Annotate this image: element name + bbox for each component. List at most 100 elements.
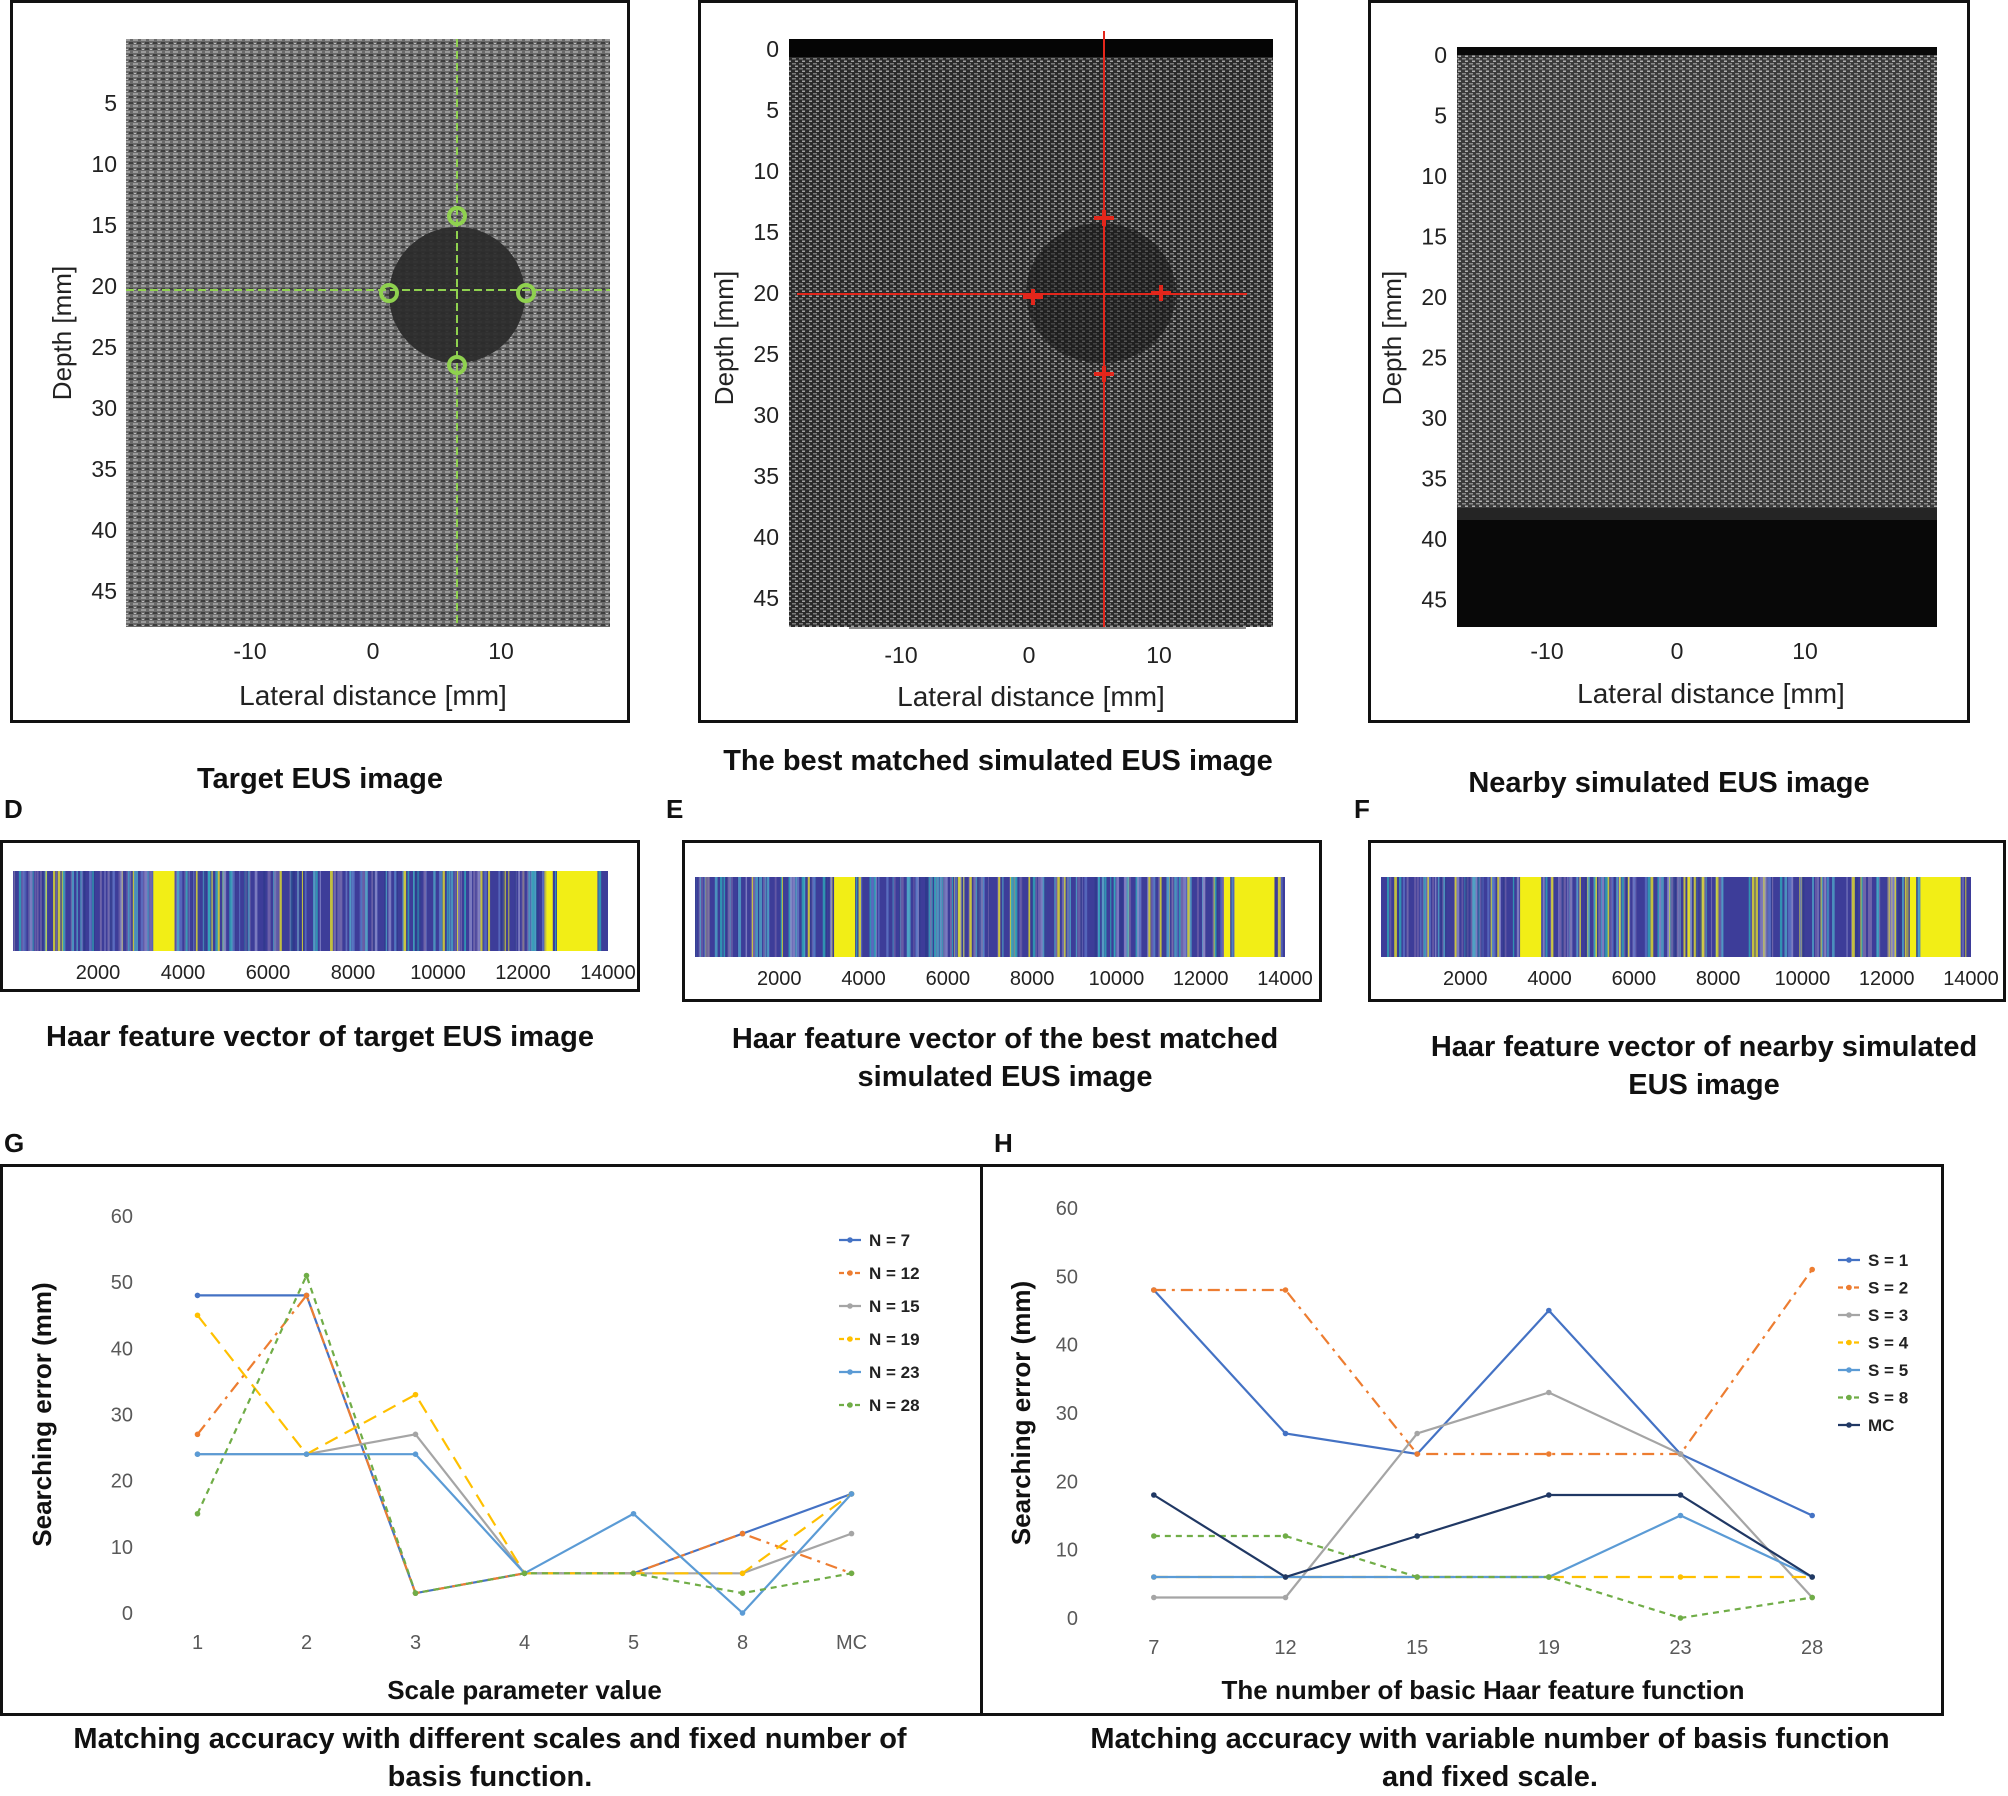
panel-f-frame: 2000 4000 6000 8000 10000 12000 14000	[1368, 840, 2006, 1002]
panel-letter-e: E	[666, 794, 684, 824]
data-point-h	[1809, 1594, 1815, 1601]
haar-peak-1	[1520, 877, 1542, 957]
data-point-h	[1151, 1287, 1157, 1293]
panel-letter-f: F	[1354, 794, 1370, 824]
y-tick-c: 15	[1421, 224, 1447, 250]
legend-label-h: S = 8	[1868, 1389, 1908, 1408]
series-line-g-5	[196, 1272, 852, 1595]
x-axis-label-a: Lateral distance [mm]	[239, 680, 507, 711]
eus-nearby-figure: 0 5 10 15 20 25 30 35 40 45 -10 0 10 Depth [mm] Lat…	[1377, 42, 1937, 709]
panel-h-frame: 0 10 20 30 40 50 60 7 12 15 19 23 28 The number of ba…	[980, 1164, 1944, 1716]
haar-x-tick-d: 2000	[76, 962, 121, 984]
haar-x-tick-d: 12000	[495, 962, 551, 984]
legend-label-h: S = 1	[1868, 1251, 1908, 1270]
series-line-g-4	[197, 1453, 853, 1615]
data-point-h	[1546, 1451, 1552, 1457]
y-tick-a: 10	[91, 151, 117, 177]
haar-peak-1	[834, 877, 856, 957]
y-axis-label-g: Searching error (mm)	[27, 1282, 57, 1546]
haar-vector-target: 2000 4000 6000 8000 10000 12000 14000	[13, 871, 636, 984]
y-tick-a: 20	[91, 273, 117, 299]
y-tick-c: 20	[1421, 284, 1447, 310]
markers-b	[1023, 210, 1171, 382]
series-line-h-0	[1153, 1289, 1813, 1517]
caption-c: Nearby simulated EUS image	[1468, 767, 1870, 799]
haar-x-tick-e: 6000	[926, 968, 971, 990]
haar-x-tick-f: 8000	[1696, 968, 1741, 990]
data-point-g	[194, 1510, 201, 1517]
data-point-g	[630, 1510, 637, 1517]
haar-vector-nearby: 2000 4000 6000 8000 10000 12000 14000	[1381, 877, 1999, 990]
y-tick-h: 10	[1056, 1540, 1078, 1562]
haar-x-tick-e: 10000	[1089, 968, 1145, 990]
x-tick-g: 4	[519, 1632, 530, 1654]
data-point-g	[739, 1570, 746, 1577]
data-point-h	[1282, 1287, 1289, 1293]
panel-letter-h: H	[994, 1128, 1013, 1158]
panel-e-frame: 2000 4000 6000 8000 10000 12000 14000	[682, 840, 1322, 1002]
data-point-g	[412, 1391, 419, 1398]
x-tick-c: 10	[1792, 638, 1818, 664]
y-axis-label-h: Searching error (mm)	[1006, 1281, 1036, 1545]
legend-label-h: S = 3	[1868, 1306, 1908, 1325]
haar-x-tick-d: 6000	[246, 962, 291, 984]
x-tick-g: 8	[737, 1632, 748, 1654]
data-point-g	[194, 1312, 201, 1319]
data-point-g	[521, 1570, 528, 1577]
eus-best-match-figure: 0 5 10 15 20 25 30 35 40 45 -10 0 10 Depth [mm] Lat…	[709, 31, 1273, 712]
x-tick-h: 15	[1406, 1637, 1428, 1659]
haar-background	[695, 877, 1285, 957]
panel-b-frame: 0 5 10 15 20 25 30 35 40 45 -10 0 10 Depth [mm] Lat…	[698, 0, 1298, 723]
data-point-h	[1546, 1389, 1552, 1396]
data-point-h	[1151, 1574, 1157, 1580]
haar-x-tick-d: 10000	[410, 962, 466, 984]
data-point-h	[1282, 1430, 1289, 1437]
panel-letter-g: G	[4, 1128, 25, 1158]
haar-peak-2	[1234, 877, 1275, 957]
y-tick-h: 50	[1056, 1266, 1078, 1288]
legend-label-g: N = 23	[869, 1363, 920, 1382]
eus-target-figure: 5 10 15 20 25 30 35 40 45 -10 0 10 Depth [mm] Late…	[47, 39, 610, 711]
series-line-h-1	[1153, 1268, 1814, 1456]
data-point-h	[1677, 1492, 1684, 1498]
legend-label-g: N = 19	[869, 1330, 920, 1349]
x-tick-b: -10	[884, 642, 917, 668]
y-tick-h: 30	[1056, 1403, 1078, 1425]
y-tick-g: 40	[111, 1338, 133, 1360]
x-axis-label-c: Lateral distance [mm]	[1577, 678, 1845, 709]
y-tick-b: 30	[753, 402, 779, 428]
data-point-h	[1282, 1533, 1289, 1539]
data-point-g	[739, 1530, 746, 1537]
haar-x-tick-e: 14000	[1257, 968, 1313, 990]
marker-left	[379, 283, 399, 303]
y-tick-c: 40	[1421, 526, 1447, 552]
data-point-h	[1282, 1574, 1289, 1580]
y-tick-g: 10	[111, 1537, 133, 1559]
panel-g-frame: 0 10 20 30 40 50 60 1 2 3 4 5 8 MC Scale parameter val…	[0, 1164, 985, 1716]
x-tick-g: 5	[628, 1632, 639, 1654]
legend-label-g: N = 12	[869, 1264, 920, 1283]
haar-x-tick-f: 4000	[1527, 968, 1572, 990]
legend-label-g: N = 15	[869, 1297, 920, 1316]
data-point-g	[194, 1451, 201, 1457]
data-point-h	[1677, 1574, 1684, 1580]
chart-h: 0 10 20 30 40 50 60 7 12 15 19 23 28 The number of ba…	[1006, 1198, 1909, 1705]
panel-letter-d: D	[4, 794, 23, 824]
data-point-h	[1809, 1574, 1815, 1580]
y-tick-h: 40	[1056, 1335, 1078, 1357]
eus-image-c	[1457, 55, 1937, 525]
haar-x-tick-f: 12000	[1859, 968, 1915, 990]
data-point-g	[848, 1570, 855, 1577]
y-tick-c: 0	[1434, 42, 1447, 68]
x-tick-a: -10	[233, 638, 266, 664]
legend-label-h: S = 2	[1868, 1279, 1908, 1298]
data-point-h	[1546, 1574, 1552, 1580]
y-tick-c: 10	[1421, 163, 1447, 189]
data-point-h	[1151, 1492, 1157, 1498]
y-tick-b: 5	[766, 97, 779, 123]
x-axis-label-b: Lateral distance [mm]	[897, 681, 1165, 712]
caption-d: Haar feature vector of target EUS image	[46, 1021, 594, 1053]
legend-label-g: N = 28	[869, 1396, 920, 1415]
y-tick-a: 25	[91, 334, 117, 360]
data-point-h	[1677, 1451, 1684, 1457]
